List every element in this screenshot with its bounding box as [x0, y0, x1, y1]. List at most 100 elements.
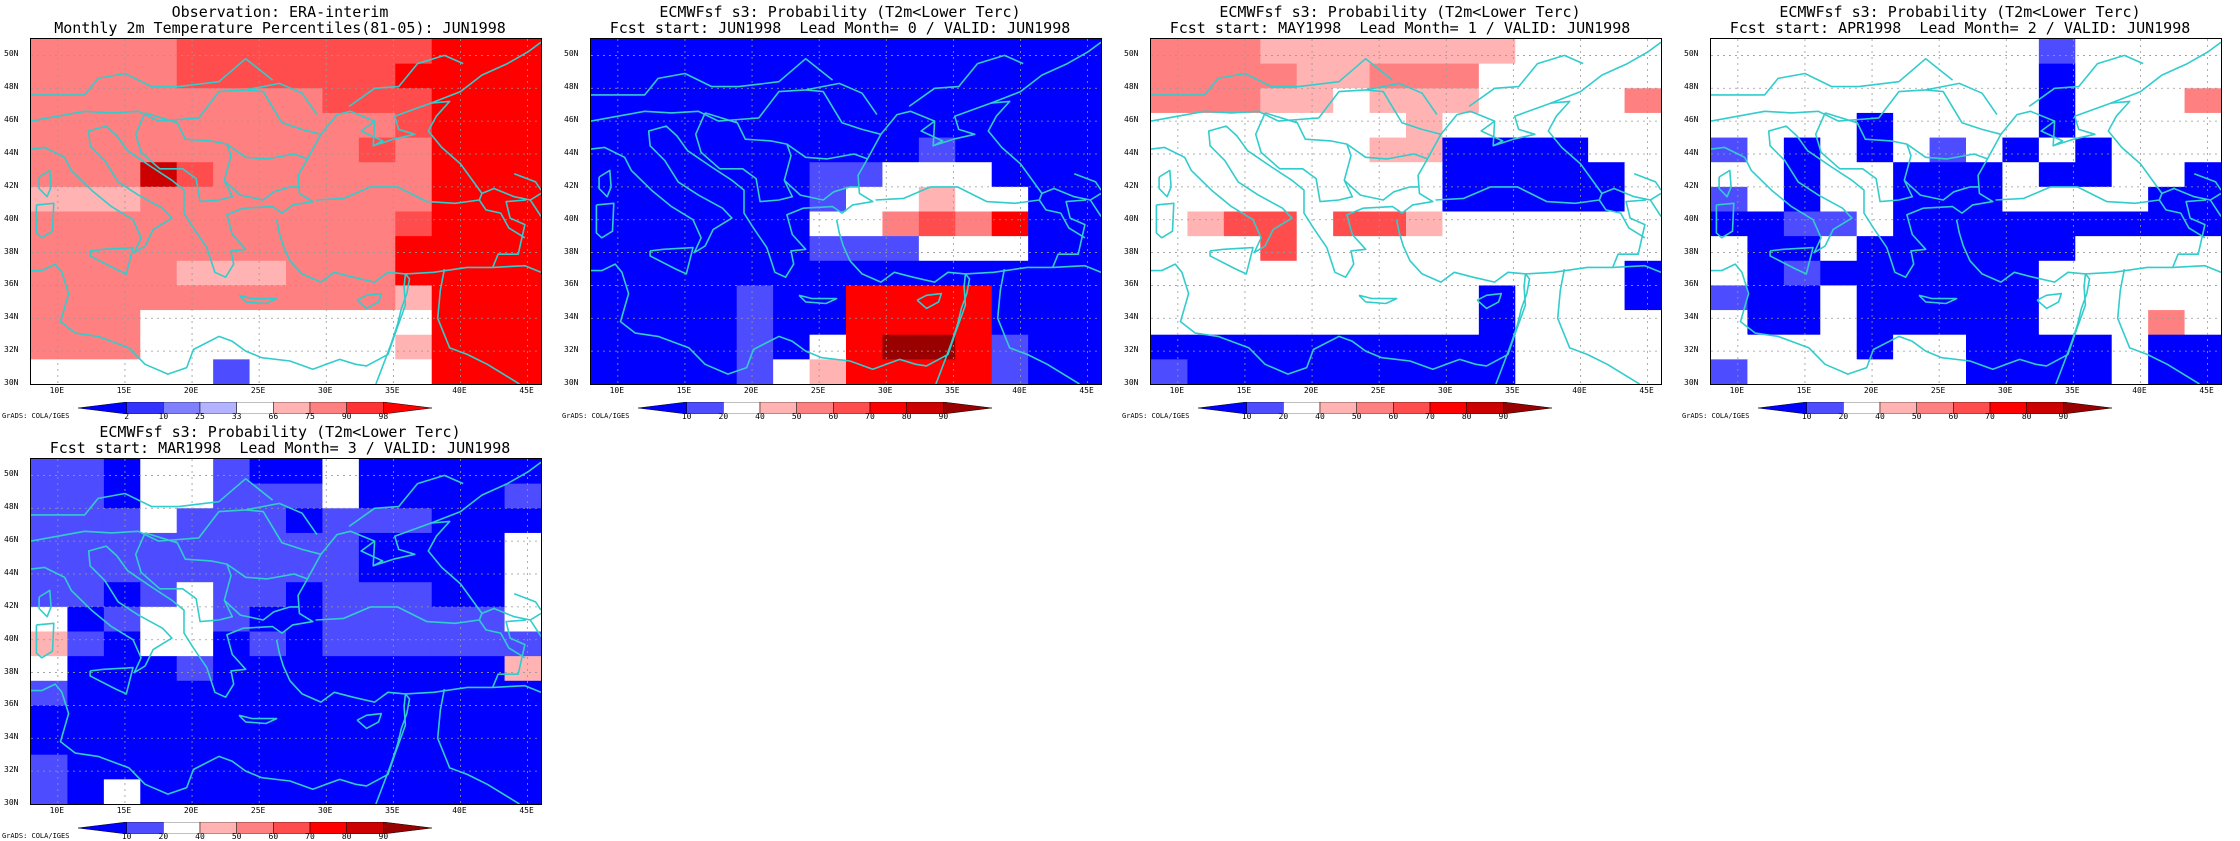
grid-cell [67, 334, 105, 360]
grid-cell [1551, 260, 1589, 287]
grid-cell [2148, 112, 2186, 139]
lat-label: 30N [4, 378, 19, 387]
grid-cell [322, 236, 360, 262]
grid-cell [103, 532, 141, 559]
grid-cell [2111, 162, 2149, 188]
grid-cell [322, 508, 360, 534]
lat-label: 40N [564, 213, 579, 223]
grid-cell [918, 88, 956, 114]
lat-label: 32N [564, 345, 579, 355]
grid-cell [504, 582, 541, 608]
map-panel-3: ECMWFsf s3: Probability (T2m<Lower Terc)… [1120, 0, 1680, 421]
grid-cell [955, 137, 993, 163]
grid-cell [1478, 63, 1516, 89]
grid-cell [213, 260, 251, 287]
coastlines [1151, 41, 1661, 384]
grid-cell [991, 310, 1029, 336]
grid-cell [1442, 88, 1480, 114]
grid-cell [140, 483, 178, 509]
grid-cell [1856, 137, 1894, 163]
grid-cell [1747, 285, 1785, 311]
grid-cell [176, 236, 214, 262]
colorbar [1197, 399, 1553, 415]
grid-cell [395, 557, 433, 583]
grid-cell [2148, 285, 2186, 311]
panel-title-line2: Fcst start: JUN1998 Lead Month= 0 / VALI… [609, 19, 1071, 37]
grid-cell [1478, 260, 1516, 287]
grid-cell [504, 459, 541, 485]
grid-cell [1478, 39, 1516, 65]
lat-label: 32N [1684, 345, 1699, 355]
grid-cell [504, 63, 541, 89]
grid-cell [2038, 88, 2076, 114]
grid-cell [1478, 236, 1516, 262]
grid-cell [358, 162, 396, 188]
grid-cell [1893, 112, 1931, 139]
grid-cell [31, 459, 69, 485]
grid-cell [1223, 112, 1261, 139]
grid-cell [1966, 236, 2004, 262]
grid-cell [1369, 236, 1407, 262]
grid-cell [249, 211, 287, 237]
grid-cell [955, 359, 993, 384]
grid-cell [1551, 39, 1589, 65]
grid-cell [2075, 285, 2113, 311]
grid-cell [955, 334, 993, 360]
lon-label: 45E [519, 806, 534, 815]
grid-cell [627, 359, 665, 384]
colorbar [77, 399, 433, 415]
grid-cell [1624, 162, 1661, 188]
grid-cell [809, 334, 847, 360]
grid-cell [213, 730, 251, 756]
lat-label: 36N [1124, 279, 1139, 289]
grid-cell [431, 162, 469, 188]
grid-cell [2184, 137, 2221, 163]
grid-cell [358, 606, 396, 633]
grid-cell [663, 285, 701, 311]
grid-cell [1260, 211, 1298, 237]
grid-cell [1588, 162, 1626, 188]
grid-cell [67, 754, 105, 780]
grid-cell [991, 39, 1029, 65]
grid-cell [918, 63, 956, 89]
grid-cell [700, 63, 738, 89]
grid-cell [504, 730, 541, 756]
grid-cell [627, 186, 665, 213]
grid-cell [286, 483, 324, 509]
grid-cell [1551, 310, 1589, 336]
grid-cell [2184, 63, 2221, 89]
grid-cell [736, 285, 774, 311]
colorbar-label: 40 [195, 832, 205, 841]
colorbar-label: 50 [1911, 412, 1922, 421]
lat-label: 34N [1684, 312, 1699, 322]
grads-credit: GrADS: COLA/IGES [562, 412, 630, 420]
grid-cell [2148, 162, 2186, 188]
map-panel-1: Observation: ERA-interim Monthly 2m Tempe… [0, 0, 560, 421]
grid-cell [1783, 88, 1821, 114]
grid-cell [176, 557, 214, 583]
grid-cell [322, 459, 360, 485]
lat-label: 48N [1124, 82, 1139, 92]
grid-cell [1966, 88, 2004, 114]
grid-cell [918, 260, 956, 287]
grid-cell [1515, 211, 1553, 237]
grid-cell [591, 112, 629, 139]
lat-label: 38N [4, 246, 19, 256]
grid-cell [1624, 88, 1661, 114]
lat-label: 36N [564, 279, 579, 289]
grid-cell [1223, 186, 1261, 213]
grid-cell [213, 754, 251, 780]
grid-cell [1588, 260, 1626, 287]
grid-cell [103, 310, 141, 336]
map-canvas [1151, 39, 1661, 384]
grid-cell [1624, 112, 1661, 139]
grid-cell [468, 236, 506, 262]
grid-cell [140, 680, 178, 707]
grid-cell [736, 211, 774, 237]
grid-cell [1624, 39, 1661, 65]
lon-label: 15E [1796, 386, 1812, 395]
grid-cell [1064, 162, 1101, 188]
grid-cell [504, 483, 541, 509]
grid-cell [358, 137, 396, 163]
lat-label: 34N [4, 312, 19, 322]
